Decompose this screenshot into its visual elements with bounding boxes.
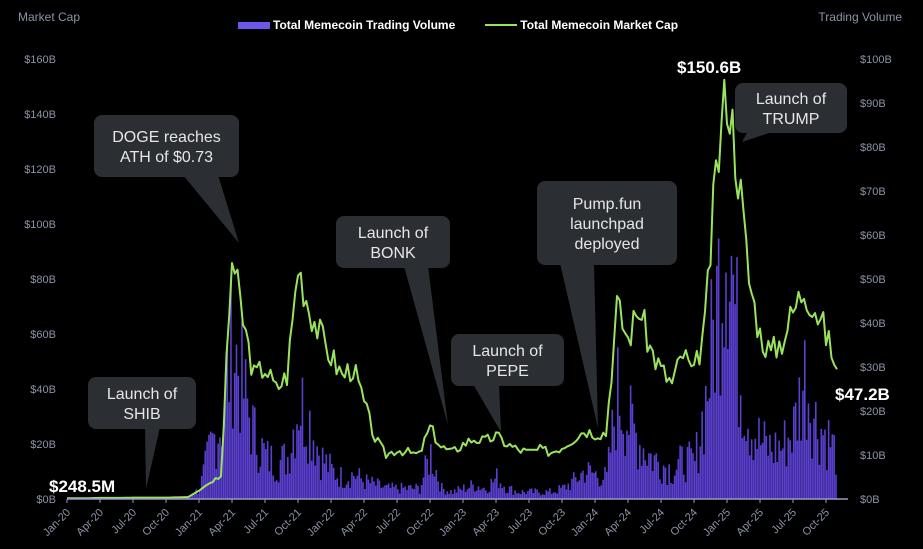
callout-text: launchpad <box>570 216 644 233</box>
left-y-tick: $80B <box>30 274 56 286</box>
left-y-tick: $140B <box>24 109 56 121</box>
x-tick-label: Oct-25 <box>800 507 832 539</box>
peak-value-label: $150.6B <box>677 58 741 77</box>
annotation-callout: Launch of TRUMP <box>735 83 847 142</box>
callout-box <box>336 216 450 268</box>
left-y-tick: $60B <box>30 329 56 341</box>
start-value-label: $248.5M <box>49 477 115 496</box>
callout-box <box>94 115 239 177</box>
volume-swatch-icon <box>238 21 270 29</box>
annotation-callout: Launch of PEPE <box>451 334 564 432</box>
right-y-tick: $70B <box>860 186 886 198</box>
legend-item-market-cap[interactable]: Total Memecoin Market Cap <box>485 18 678 32</box>
left-axis-title: Market Cap <box>18 10 81 24</box>
legend: Total Memecoin Trading Volume Total Meme… <box>238 18 708 32</box>
callout-text: BONK <box>370 245 416 262</box>
market-cap-line <box>67 78 838 500</box>
x-tick-label: Apr-25 <box>734 507 766 539</box>
x-tick-label: Jul-24 <box>637 507 667 537</box>
right-y-tick: $100B <box>860 54 892 66</box>
right-y-tick: $10B <box>860 450 886 462</box>
x-tick-label: Oct-22 <box>404 507 436 539</box>
legend-item-volume[interactable]: Total Memecoin Trading Volume <box>238 18 455 32</box>
right-y-tick: $60B <box>860 230 886 242</box>
annotation-callout: Launch of BONK <box>336 216 450 425</box>
end-value-label: $47.2B <box>835 385 890 404</box>
annotations: Launch of SHIB DOGE reaches ATH of $0.73 Lau… <box>88 83 847 489</box>
right-y-tick: $20B <box>860 406 886 418</box>
callout-pointer <box>183 175 239 243</box>
annotation-callout: DOGE reaches ATH of $0.73 <box>94 115 239 243</box>
callout-text: SHIB <box>123 406 160 423</box>
x-tick-label: Jan-23 <box>437 507 469 539</box>
market-cap-swatch-icon <box>485 24 518 26</box>
legend-label-market-cap: Total Memecoin Market Cap <box>520 18 679 32</box>
right-y-axis: $0B $10B $20B $30B $40B $50B $60B $70B $80B $90B $… <box>860 54 892 506</box>
x-tick-label: Jan-20 <box>41 507 73 539</box>
left-y-tick: $120B <box>24 164 56 176</box>
x-tick-label: Apr-23 <box>470 507 502 539</box>
left-y-tick: $0B <box>36 494 56 506</box>
x-tick-label: Oct-20 <box>140 507 172 539</box>
x-tick-label: Jan-21 <box>173 507 205 539</box>
right-y-tick: $0B <box>860 494 880 506</box>
x-tick-label: Apr-24 <box>602 507 634 539</box>
x-tick-label: Jan-25 <box>701 507 733 539</box>
x-tick-label: Jan-22 <box>305 507 337 539</box>
callout-text: Pump.fun <box>573 196 641 213</box>
callout-box <box>537 181 677 265</box>
callout-pointer <box>560 263 598 428</box>
callout-text: TRUMP <box>763 111 820 128</box>
x-tick-label: Jul-20 <box>109 507 139 537</box>
x-tick-label: Jul-23 <box>505 507 535 537</box>
callout-box <box>451 334 564 386</box>
left-y-tick: $40B <box>30 384 56 396</box>
x-tick-label: Apr-21 <box>206 507 238 539</box>
callout-text: Launch of <box>472 343 543 360</box>
x-tick-label: Jul-25 <box>769 507 799 537</box>
x-tick-label: Jul-22 <box>373 507 403 537</box>
left-y-axis: $0B $20B $40B $60B $80B $100B $120B $140B $160B <box>24 54 56 506</box>
left-y-tick: $20B <box>30 439 56 451</box>
x-tick-label: Jul-21 <box>241 507 271 537</box>
callout-text: ATH of $0.73 <box>120 149 213 166</box>
right-y-tick: $50B <box>860 274 886 286</box>
callout-box <box>88 377 196 429</box>
right-y-tick: $90B <box>860 98 886 110</box>
callout-text: Launch of <box>107 386 178 403</box>
callout-text: PEPE <box>486 363 529 380</box>
callout-pointer <box>742 131 775 142</box>
x-tick-label: Apr-20 <box>74 507 106 539</box>
right-axis-title: Trading Volume <box>818 10 902 24</box>
annotation-callout: Pump.fun launchpad deployed <box>537 181 677 428</box>
callout-text: Launch of <box>756 91 827 108</box>
right-y-tick: $40B <box>860 318 886 330</box>
callout-pointer <box>145 427 160 489</box>
callout-pointer <box>473 384 501 432</box>
callout-pointer <box>404 266 448 425</box>
right-y-tick: $30B <box>860 362 886 374</box>
volume-bars <box>67 238 837 499</box>
left-y-tick: $160B <box>24 54 56 66</box>
legend-label-volume: Total Memecoin Trading Volume <box>273 18 456 32</box>
callout-box <box>735 83 847 133</box>
x-tick-label: Oct-24 <box>668 507 700 539</box>
x-axis: Jan-20 Apr-20 Jul-20 Oct-20 Jan-21 Apr-21 Jul-… <box>41 499 832 539</box>
callout-text: Launch of <box>358 225 429 242</box>
callout-text: deployed <box>575 236 640 253</box>
left-y-tick: $100B <box>24 219 56 231</box>
right-y-tick: $80B <box>860 142 886 154</box>
x-tick-label: Oct-21 <box>272 507 304 539</box>
callout-text: DOGE reaches <box>112 129 220 146</box>
x-tick-label: Jan-24 <box>569 507 601 539</box>
x-tick-label: Apr-22 <box>338 507 370 539</box>
x-tick-label: Oct-23 <box>536 507 568 539</box>
annotation-callout: Launch of SHIB <box>88 377 196 489</box>
